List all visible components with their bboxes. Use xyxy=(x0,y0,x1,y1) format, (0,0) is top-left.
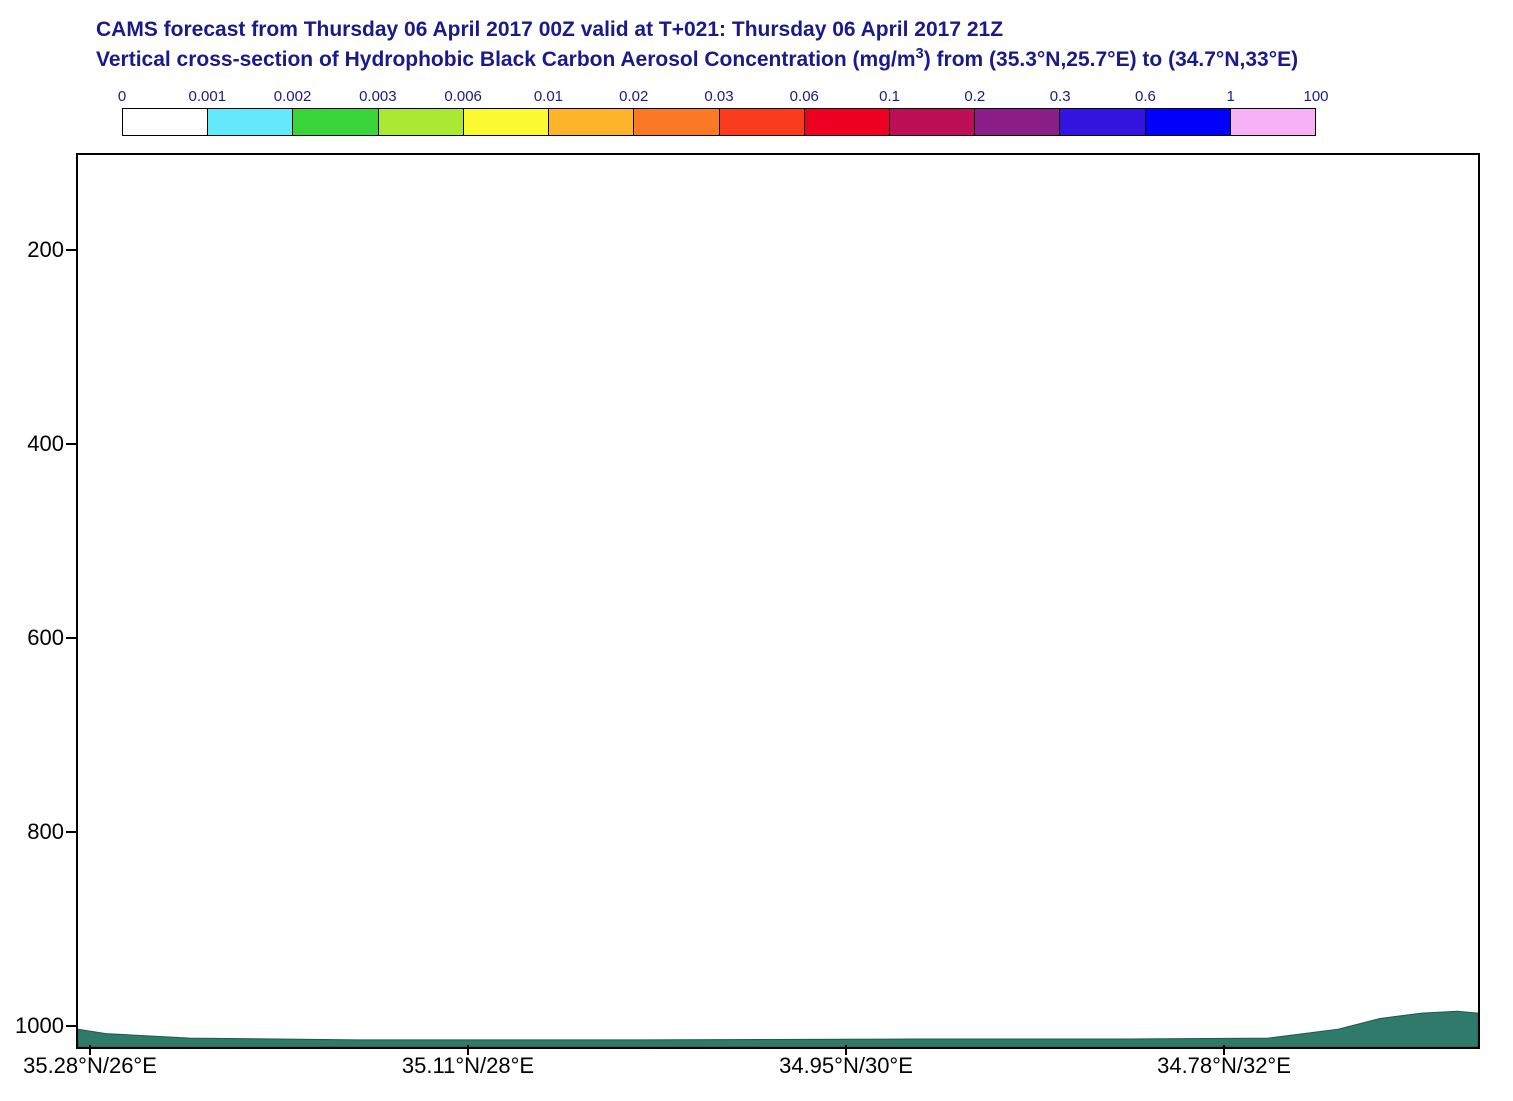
colorbar-tick-label: 0.02 xyxy=(619,88,648,105)
colorbar-tick-label: 0.001 xyxy=(189,88,227,105)
colorbar-swatches xyxy=(122,108,1316,136)
y-tick-label: 1000 xyxy=(15,1013,64,1039)
colorbar-tick-label: 0.06 xyxy=(790,88,819,105)
colorbar-swatch xyxy=(1146,109,1231,135)
colorbar-swatch xyxy=(890,109,975,135)
title-line-2-suffix: ) from (35.3°N,25.7°E) to (34.7°N,33°E) xyxy=(924,48,1298,71)
colorbar-tick-label: 0.1 xyxy=(879,88,900,105)
title-line-2: Vertical cross-section of Hydrophobic Bl… xyxy=(96,46,1298,72)
x-tick-mark xyxy=(1223,1045,1225,1055)
x-tick-label: 34.78°N/32°E xyxy=(1157,1053,1291,1079)
colorbar-swatch xyxy=(634,109,719,135)
colorbar-labels: 00.0010.0020.0030.0060.010.020.030.060.1… xyxy=(122,88,1316,108)
x-tick-label: 34.95°N/30°E xyxy=(779,1053,913,1079)
terrain-fill xyxy=(78,155,1478,1047)
x-tick-label: 35.28°N/26°E xyxy=(23,1053,157,1079)
colorbar: 00.0010.0020.0030.0060.010.020.030.060.1… xyxy=(122,88,1316,136)
y-tick-label: 800 xyxy=(27,819,64,845)
colorbar-swatch xyxy=(464,109,549,135)
y-tick-mark xyxy=(66,637,76,639)
colorbar-tick-label: 100 xyxy=(1303,88,1328,105)
colorbar-swatch xyxy=(123,109,208,135)
colorbar-tick-label: 0.002 xyxy=(274,88,312,105)
colorbar-tick-label: 0.3 xyxy=(1050,88,1071,105)
x-tick-mark xyxy=(467,1045,469,1055)
colorbar-tick-label: 0.006 xyxy=(444,88,482,105)
title-line-1: CAMS forecast from Thursday 06 April 201… xyxy=(96,18,1003,42)
colorbar-tick-label: 0.2 xyxy=(964,88,985,105)
colorbar-tick-label: 0.6 xyxy=(1135,88,1156,105)
colorbar-swatch xyxy=(549,109,634,135)
colorbar-swatch xyxy=(975,109,1060,135)
y-tick-mark xyxy=(66,1025,76,1027)
colorbar-swatch xyxy=(720,109,805,135)
x-tick-mark xyxy=(89,1045,91,1055)
x-tick-label: 35.11°N/28°E xyxy=(402,1053,534,1079)
y-tick-label: 200 xyxy=(27,237,64,263)
colorbar-swatch xyxy=(293,109,378,135)
colorbar-swatch xyxy=(379,109,464,135)
y-tick-mark xyxy=(66,831,76,833)
colorbar-swatch xyxy=(805,109,890,135)
colorbar-swatch xyxy=(1060,109,1145,135)
y-tick-label: 600 xyxy=(27,625,64,651)
title-line-2-sup: 3 xyxy=(916,46,924,62)
y-tick-mark xyxy=(66,249,76,251)
plot-area xyxy=(76,153,1480,1049)
title-line-2-prefix: Vertical cross-section of Hydrophobic Bl… xyxy=(96,48,916,71)
colorbar-tick-label: 0.003 xyxy=(359,88,397,105)
y-tick-label: 400 xyxy=(27,431,64,457)
colorbar-tick-label: 0 xyxy=(118,88,126,105)
colorbar-swatch xyxy=(208,109,293,135)
y-tick-mark xyxy=(66,443,76,445)
terrain-path xyxy=(78,1011,1478,1047)
colorbar-tick-label: 1 xyxy=(1227,88,1235,105)
colorbar-tick-label: 0.03 xyxy=(704,88,733,105)
x-tick-mark xyxy=(845,1045,847,1055)
colorbar-tick-label: 0.01 xyxy=(534,88,563,105)
colorbar-swatch xyxy=(1231,109,1315,135)
